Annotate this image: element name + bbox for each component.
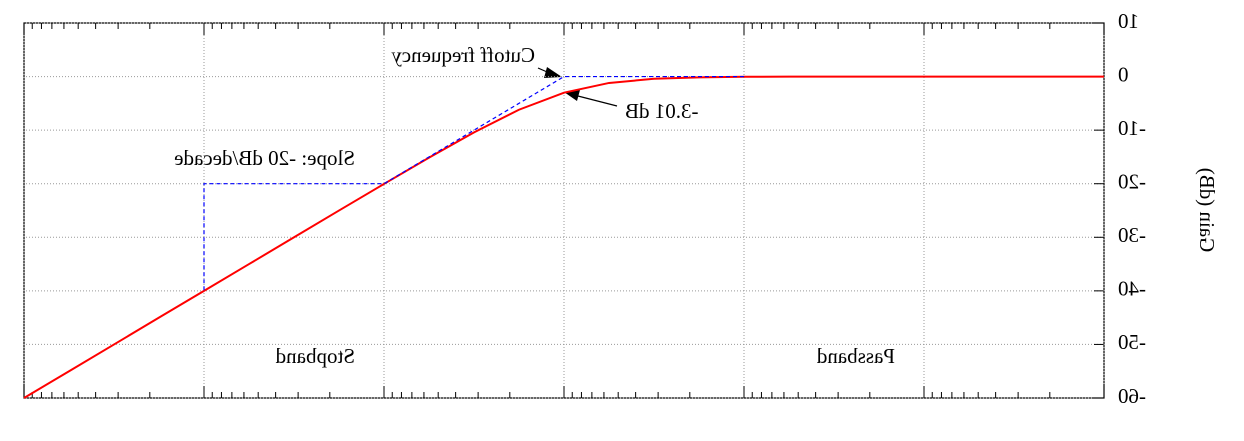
annotation: Stopband [275,344,355,368]
annotation: Slope: -20 dB/decade [174,146,355,170]
annotation: Cutoff frequency [391,43,535,67]
y-tick-label: -40 [1118,277,1146,301]
series-line [23,75,1104,399]
y-tick-label: 0 [1118,62,1129,86]
y-tick-label: -30 [1118,223,1146,247]
arrow-head [544,67,562,78]
y-tick-label: -20 [1118,170,1146,194]
y-tick-label: 10 [1118,9,1139,33]
mirrored-plot: Gain (dB) Cutoff frequency -3.01 dB Slop… [23,9,1219,408]
series-line [203,75,744,291]
annotation: Passband [816,344,895,368]
annotation: -3.01 dB [625,99,699,123]
annotation-arrow [573,94,618,107]
y-tick-label: -60 [1118,384,1146,408]
y-tick-label: -10 [1118,116,1146,140]
y-axis-label: Gain (dB) [1195,168,1219,253]
y-tick-label: -50 [1118,330,1146,354]
